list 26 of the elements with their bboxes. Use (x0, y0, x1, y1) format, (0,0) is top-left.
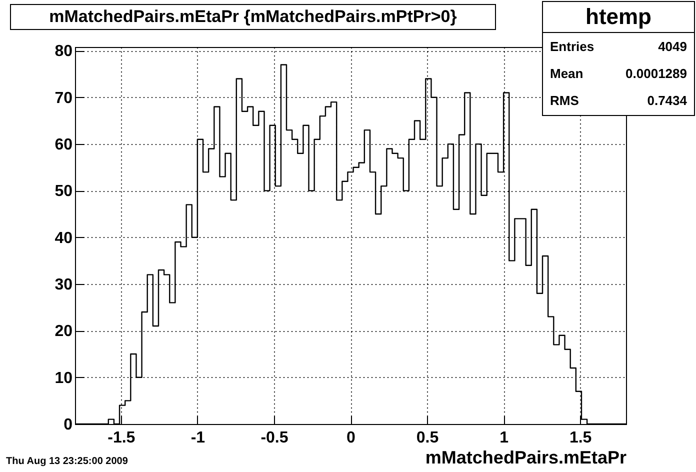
text: 4049 (658, 38, 687, 56)
annotation: 0.0001289 (626, 65, 687, 83)
x-tick-label: 0 (346, 430, 356, 446)
x-tick-label: -1 (190, 430, 206, 446)
x-tick-label: -0.5 (260, 430, 288, 446)
x-tick-label: 1.5 (569, 430, 592, 446)
text: 0.7434 (647, 92, 687, 110)
x-tick-label: 1 (500, 430, 509, 446)
y-tick-label: 30 (54, 276, 73, 294)
y-tick-label: 0 (64, 416, 73, 434)
x-tick-label: 0.5 (416, 430, 439, 446)
y-tick-label: 60 (54, 136, 73, 154)
y-tick-label: 20 (54, 323, 73, 340)
text: htemp (543, 2, 694, 33)
x-tick-label: -1.5 (108, 430, 136, 446)
y-tick-label: 80 (54, 43, 73, 60)
annotation: RMS (550, 92, 579, 110)
x-axis-title: mMatchedPairs.mEtaPr (425, 448, 626, 468)
y-tick-label: 10 (54, 370, 73, 387)
annotation: Entries (550, 38, 594, 56)
annotation: Mean (550, 65, 584, 83)
text: Thu Aug 13 23:25:00 2009 (6, 456, 128, 467)
y-tick-label: 40 (54, 230, 73, 247)
chart-title: mMatchedPairs.mEtaPr {mMatchedPairs.mPtPr>0} (10, 4, 496, 30)
y-tick-label: 50 (54, 183, 73, 200)
y-tick-label: 70 (54, 90, 73, 107)
